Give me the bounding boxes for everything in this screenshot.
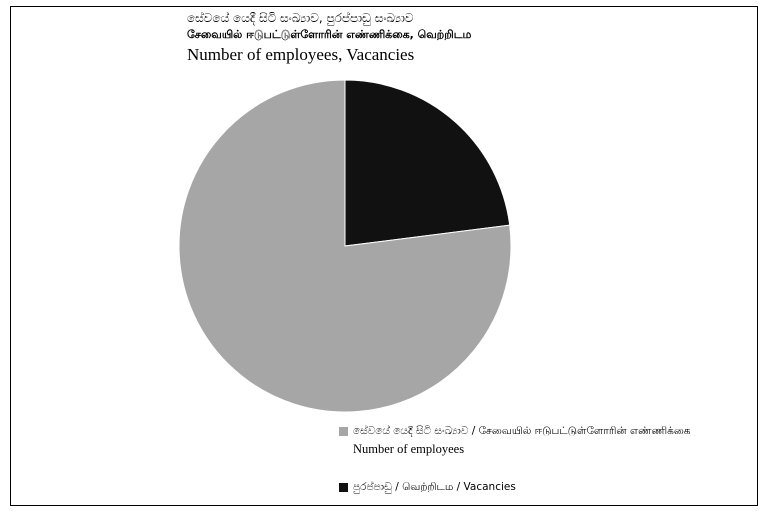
pie-slice-employees <box>178 79 512 413</box>
legend-swatch-employees <box>339 427 348 436</box>
legend-label-employees: සේවයේ යෙදී සිටි සංඛ්‍යාව / சேவையில் ஈடுப… <box>353 425 691 437</box>
chart-title-english: Number of employees, Vacancies <box>187 45 415 64</box>
legend-label-vacancies: පුරප්පාඩු / வெற்றிடம / Vacancies <box>353 481 516 493</box>
pie-slice-vacancies <box>344 79 511 247</box>
legend-label-employees-english: Number of employees <box>353 442 465 456</box>
chart-title-tamil: சேவையில் ஈடுபட்டுள்ளோரின் எண்ணிக்கை, வெற… <box>187 28 472 41</box>
chart-title-sinhala: සේවයේ යෙදී සිටි සංඛ්‍යාව, පුරප්පාඩු සංඛ්… <box>187 11 414 25</box>
pie-chart <box>178 79 512 413</box>
chart-frame: සේවයේ යෙදී සිටි සංඛ්‍යාව, පුරප්පාඩු සංඛ්… <box>10 6 758 506</box>
legend-swatch-vacancies <box>339 483 348 492</box>
